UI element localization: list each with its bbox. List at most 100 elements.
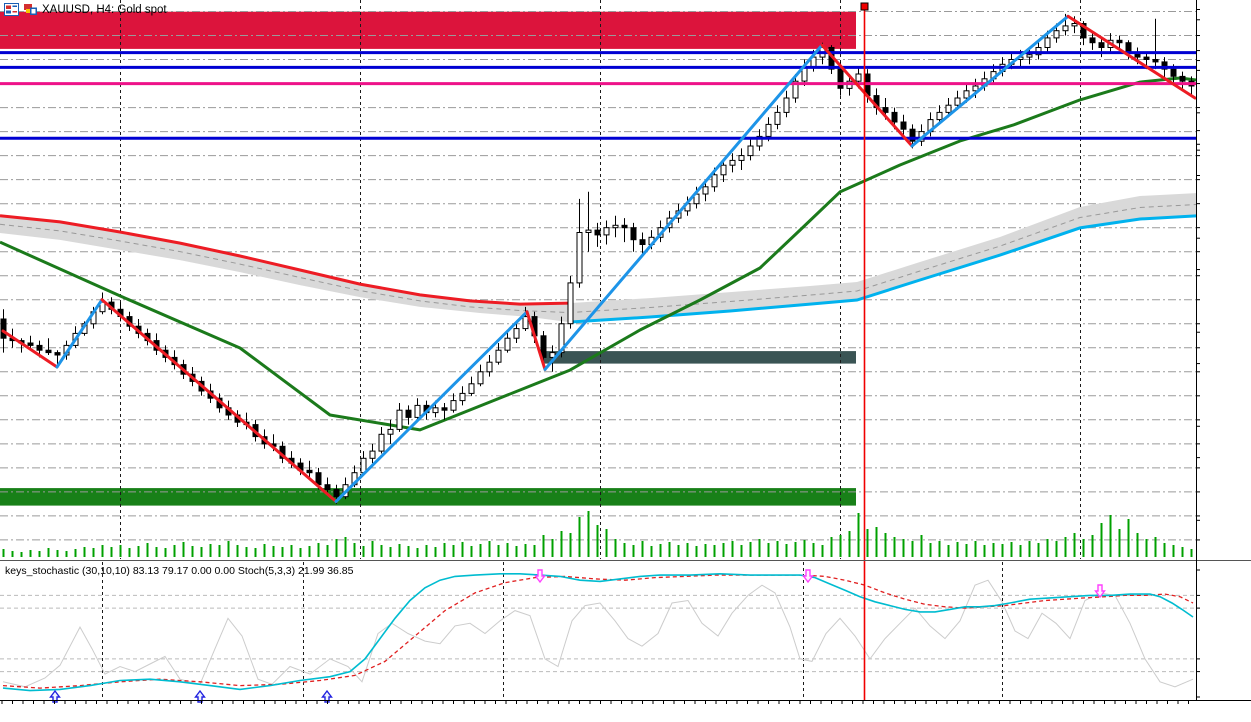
volume-bar bbox=[1118, 529, 1121, 557]
volume-bar bbox=[1181, 547, 1184, 557]
volume-bar bbox=[794, 542, 797, 557]
stochastic-indicator-label: keys_stochastic (30,10,10) 83.13 79.17 0… bbox=[5, 565, 354, 577]
sell-arrow-icon bbox=[802, 569, 814, 584]
candle bbox=[1152, 18, 1159, 70]
candle bbox=[630, 222, 637, 252]
volume-bar bbox=[425, 545, 428, 557]
volume-bar bbox=[1190, 549, 1193, 557]
volume-bar bbox=[677, 545, 680, 557]
price-axis[interactable]: 2006.971967.821954.771941.721915.621902.… bbox=[1196, 0, 1251, 701]
candle bbox=[504, 331, 511, 353]
volume-bar bbox=[569, 533, 572, 557]
volume-bar bbox=[1154, 537, 1157, 557]
volume-bar bbox=[740, 545, 743, 557]
candle bbox=[603, 220, 610, 245]
candle bbox=[45, 338, 52, 355]
sell-arrow-icon bbox=[1094, 584, 1106, 599]
volume-bar bbox=[641, 541, 644, 557]
candle bbox=[639, 232, 646, 257]
volume-bar bbox=[659, 544, 662, 557]
volume-bar bbox=[803, 540, 806, 557]
volume-bar bbox=[398, 544, 401, 557]
candle bbox=[720, 160, 727, 182]
volume-bar bbox=[74, 549, 77, 557]
candle bbox=[450, 393, 457, 413]
candle bbox=[747, 138, 754, 161]
volume-bar bbox=[236, 545, 239, 557]
candle bbox=[729, 153, 736, 173]
volume-bar bbox=[884, 533, 887, 557]
candle bbox=[900, 114, 907, 137]
volume-bar bbox=[56, 550, 59, 557]
volume-bar bbox=[1145, 539, 1148, 557]
volume-bar bbox=[1082, 539, 1085, 557]
volume-bar bbox=[758, 539, 761, 557]
volume-bar bbox=[1163, 543, 1166, 557]
stochastic-main-line bbox=[2, 572, 1194, 692]
volume-bar bbox=[2, 549, 5, 557]
volume-bar bbox=[29, 550, 32, 557]
volume-bar bbox=[1001, 544, 1004, 557]
volume-bar bbox=[1037, 543, 1040, 557]
volume-bar bbox=[389, 547, 392, 557]
volume-bar bbox=[956, 542, 959, 557]
candle bbox=[468, 376, 475, 396]
volume-bar bbox=[1127, 519, 1130, 557]
volume-bar bbox=[938, 541, 941, 557]
candle bbox=[774, 105, 781, 130]
volume-bar bbox=[38, 551, 41, 557]
volume-bar bbox=[686, 543, 689, 557]
volume-bar bbox=[83, 547, 86, 557]
volume-bar bbox=[200, 547, 203, 557]
chart-template-icon bbox=[23, 3, 38, 16]
volume-bar bbox=[668, 542, 671, 557]
volume-bar bbox=[1028, 541, 1031, 557]
candle bbox=[324, 477, 331, 495]
volume-bar bbox=[596, 525, 599, 557]
candle bbox=[1026, 47, 1033, 65]
volume-bar bbox=[632, 545, 635, 557]
volume-bar bbox=[299, 548, 302, 557]
candle bbox=[756, 129, 763, 151]
buy-arrow-icon bbox=[194, 689, 206, 703]
volume-bar bbox=[434, 547, 437, 557]
volume-bar bbox=[731, 541, 734, 557]
horizontal-lines bbox=[0, 51, 1196, 140]
envelope-band bbox=[0, 193, 1197, 324]
candle bbox=[396, 403, 403, 432]
volume-bar bbox=[380, 545, 383, 557]
pane-borders bbox=[0, 0, 1251, 704]
stochastic-fast-line bbox=[2, 579, 1194, 688]
candle bbox=[576, 198, 583, 288]
candle bbox=[477, 364, 484, 387]
volume-bar bbox=[749, 542, 752, 557]
candle bbox=[567, 275, 574, 329]
volume-bar bbox=[722, 543, 725, 557]
volume-bar bbox=[875, 527, 878, 557]
chart-title-bar: XAUUSD, H4: Gold spot bbox=[4, 3, 167, 16]
candle bbox=[414, 398, 421, 420]
candle bbox=[459, 386, 466, 406]
volume-bar bbox=[281, 547, 284, 557]
volume-bar bbox=[353, 543, 356, 557]
volume-bar bbox=[893, 537, 896, 557]
stochastic-pane bbox=[0, 561, 1196, 700]
volume-bar bbox=[263, 544, 266, 557]
volume-bar bbox=[101, 545, 104, 557]
volume-bar bbox=[506, 543, 509, 557]
volume-bar bbox=[371, 541, 374, 557]
zigzag bbox=[1, 14, 1197, 503]
volume-bar bbox=[776, 541, 779, 557]
volume-bar bbox=[947, 545, 950, 557]
volume-bar bbox=[920, 535, 923, 557]
volume-bar bbox=[992, 543, 995, 557]
time-axis[interactable]: 27 Sep 202328 Sep 20:002 Oct 04:003 Oct … bbox=[0, 701, 1251, 722]
volume-bar bbox=[344, 537, 347, 557]
volume-bar bbox=[407, 546, 410, 557]
candle bbox=[594, 222, 601, 247]
volume-bar bbox=[272, 546, 275, 557]
volume-bar bbox=[443, 543, 446, 557]
volume-bar bbox=[308, 546, 311, 557]
